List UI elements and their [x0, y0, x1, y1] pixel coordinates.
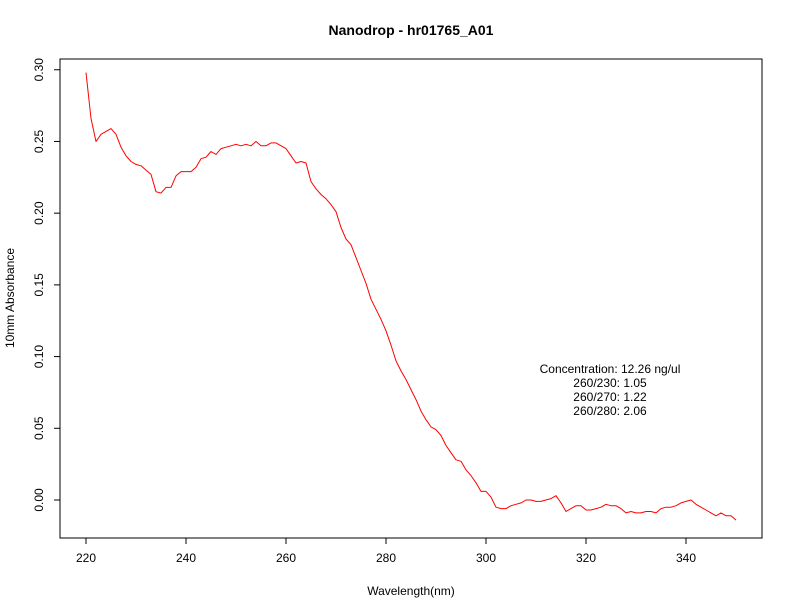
- y-tick-label: 0.20: [32, 201, 46, 225]
- stats-annotation: Concentration: 12.26 ng/ul 260/230: 1.05…: [540, 362, 681, 418]
- x-tick-label: 260: [276, 551, 296, 565]
- x-tick-label: 280: [376, 551, 396, 565]
- x-tick-label: 340: [676, 551, 696, 565]
- x-tick-label: 240: [176, 551, 196, 565]
- x-tick-label: 220: [76, 551, 96, 565]
- absorbance-line: [85, 72, 737, 521]
- chart-title: Nanodrop - hr01765_A01: [329, 22, 494, 38]
- y-tick-label: 0.10: [32, 345, 46, 369]
- y-tick-label: 0.25: [32, 129, 46, 153]
- x-axis-label: Wavelength(nm): [367, 584, 455, 598]
- y-tick-label: 0.00: [32, 488, 46, 512]
- y-axis-label: 10mm Absorbance: [3, 248, 17, 348]
- y-tick-label: 0.05: [32, 416, 46, 440]
- x-tick-label: 320: [576, 551, 596, 565]
- annotation-concentration: Concentration: 12.26 ng/ul: [540, 362, 681, 376]
- annotation-ratio-260-270: 260/270: 1.22: [573, 390, 647, 404]
- annotation-ratio-260-280: 260/280: 2.06: [573, 404, 647, 418]
- plot-frame: [59, 58, 763, 539]
- x-axis: 220 240 260 280 300 320 340: [76, 537, 696, 565]
- y-tick-label: 0.30: [32, 58, 46, 82]
- y-tick-label: 0.15: [32, 273, 46, 297]
- x-tick-label: 300: [476, 551, 496, 565]
- annotation-ratio-260-230: 260/230: 1.05: [573, 376, 647, 390]
- y-axis: 0.00 0.05 0.10 0.15 0.20 0.25 0.30: [32, 58, 61, 512]
- series-layer: [85, 72, 737, 521]
